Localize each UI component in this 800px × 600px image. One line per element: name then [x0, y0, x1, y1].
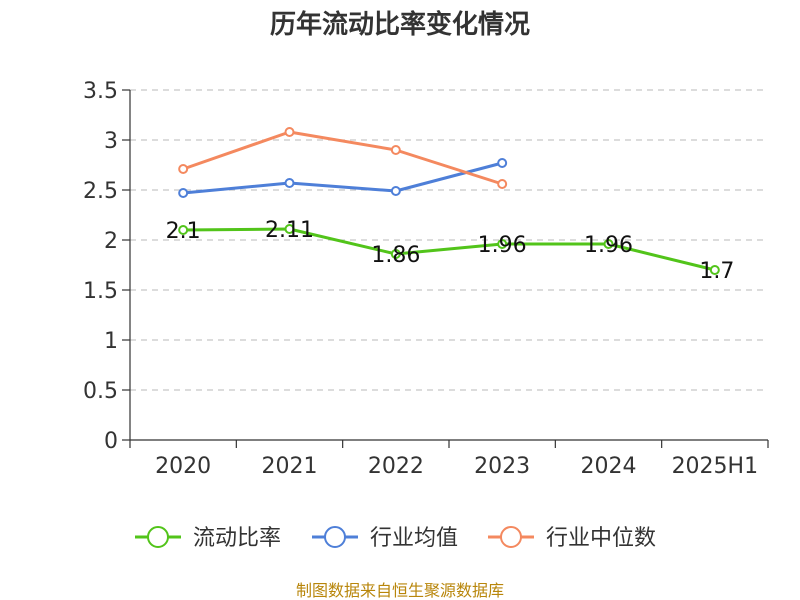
data-label: 1.7 — [699, 259, 734, 284]
data-point — [390, 249, 401, 259]
series-line-1 — [183, 161, 503, 195]
data-label: 2.1 — [166, 219, 201, 244]
x-tick-label: 2021 — [262, 454, 318, 479]
data-point — [603, 239, 614, 249]
data-point — [497, 239, 508, 249]
data-point — [178, 225, 189, 235]
chart-title: 历年流动比率变化情况 — [270, 9, 530, 40]
data-label: 1.96 — [584, 233, 633, 258]
data-point — [497, 179, 508, 189]
x-tick-label: 2020 — [155, 454, 211, 479]
data-point — [178, 188, 189, 198]
x-tick-label: 2022 — [368, 454, 424, 479]
y-tick-label: 1.5 — [83, 279, 118, 304]
grid — [130, 89, 768, 391]
y-tick-label: 3.5 — [83, 79, 118, 104]
data-point — [709, 265, 720, 275]
data-label: 2.11 — [265, 218, 314, 243]
data-point — [284, 127, 295, 137]
data-point — [284, 178, 295, 188]
legend-marker-0 — [147, 526, 169, 548]
legend: 流动比率 行业均值 行业中位数 — [135, 526, 656, 551]
x-tick-label: 2025H1 — [672, 454, 759, 479]
y-tick-label: 3 — [104, 129, 118, 154]
legend-marker-2 — [500, 526, 522, 548]
x-tick-label: 2023 — [474, 454, 530, 479]
y-tick-label: 0.5 — [83, 379, 118, 404]
data-label: 1.86 — [371, 243, 420, 268]
data-point — [497, 158, 508, 168]
data-point — [178, 164, 189, 174]
axes: 0 0.5 1 1.5 2 2.5 3 3.5 2020 2021 2022 2023 2024 2025… — [83, 79, 769, 479]
series-line-0 — [183, 227, 716, 272]
y-tick-label: 2 — [104, 229, 118, 254]
y-tick-label: 2.5 — [83, 179, 118, 204]
y-tick-label: 0 — [104, 429, 118, 454]
y-tick-label: 1 — [104, 329, 118, 354]
source-note: 制图数据来自恒生聚源数据库 — [296, 581, 504, 600]
data-point — [284, 224, 295, 234]
data-labels: 2.1 2.11 1.86 1.96 1.96 1.7 — [166, 218, 735, 284]
x-tick-label: 2024 — [581, 454, 637, 479]
data-label: 1.96 — [478, 233, 527, 258]
data-point — [390, 145, 401, 155]
data-point — [390, 186, 401, 196]
series-group — [178, 127, 720, 275]
legend-label-0: 流动比率 — [193, 526, 281, 551]
legend-label-1: 行业均值 — [370, 526, 458, 551]
series-line-2 — [182, 130, 503, 186]
legend-label-2: 行业中位数 — [546, 526, 656, 551]
legend-marker-1 — [324, 526, 346, 548]
